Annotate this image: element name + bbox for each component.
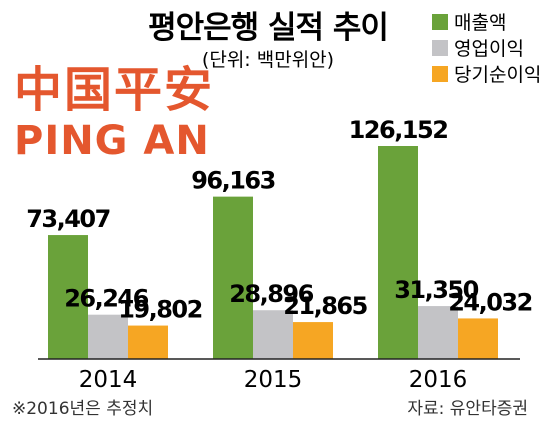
- legend-label-sales: 매출액: [454, 12, 506, 34]
- value-label-net-income-2014: 19,802: [118, 296, 202, 324]
- value-label-net-income-2015: 21,865: [283, 292, 367, 320]
- chart-title: 평안은행 실적 추이: [148, 10, 388, 46]
- bar-net-income-2016: [458, 318, 498, 359]
- legend-swatch-net-income: [432, 66, 448, 82]
- x-axis-ticks: 2014 2015 2016: [79, 367, 468, 393]
- logo-english-text: PING AN: [14, 118, 210, 164]
- bar-sales-2016: [378, 146, 418, 359]
- legend-swatch-sales: [432, 14, 448, 30]
- value-label-operating-profit-2015: 28,896: [229, 280, 313, 308]
- legend: 매출액 영업이익 당기순이익: [432, 12, 540, 86]
- bars-group: [48, 146, 498, 359]
- legend-swatch-operating-profit: [432, 40, 448, 56]
- bar-sales-2015: [213, 196, 253, 359]
- value-label-operating-profit-2016: 31,350: [394, 276, 478, 304]
- bar-operating-profit-2015: [253, 310, 293, 359]
- bar-operating-profit-2016: [418, 306, 458, 359]
- bar-operating-profit-2014: [88, 314, 128, 359]
- bar-net-income-2015: [293, 322, 333, 359]
- bar-sales-2014: [48, 235, 88, 359]
- legend-label-net-income: 당기순이익: [454, 64, 540, 86]
- value-label-sales-2015: 96,163: [191, 167, 275, 195]
- footnote: ※2016년은 추정치: [12, 399, 153, 419]
- value-label-sales-2014: 73,407: [26, 205, 110, 233]
- chart-subtitle: (단위: 백만위안): [202, 49, 334, 71]
- bar-net-income-2014: [128, 325, 168, 359]
- value-label-sales-2016: 126,152: [349, 116, 448, 144]
- tick-label-2016: 2016: [409, 367, 468, 393]
- source-note: 자료: 유안타증권: [407, 399, 528, 419]
- value-label-operating-profit-2014: 26,246: [64, 285, 148, 313]
- tick-label-2015: 2015: [244, 367, 303, 393]
- ping-an-logo: 中国平安 PING AN: [14, 62, 214, 164]
- value-label-net-income-2016: 24,032: [448, 288, 532, 316]
- legend-label-operating-profit: 영업이익: [454, 38, 524, 60]
- logo-chinese-text: 中国平安: [14, 62, 214, 118]
- tick-label-2014: 2014: [79, 367, 138, 393]
